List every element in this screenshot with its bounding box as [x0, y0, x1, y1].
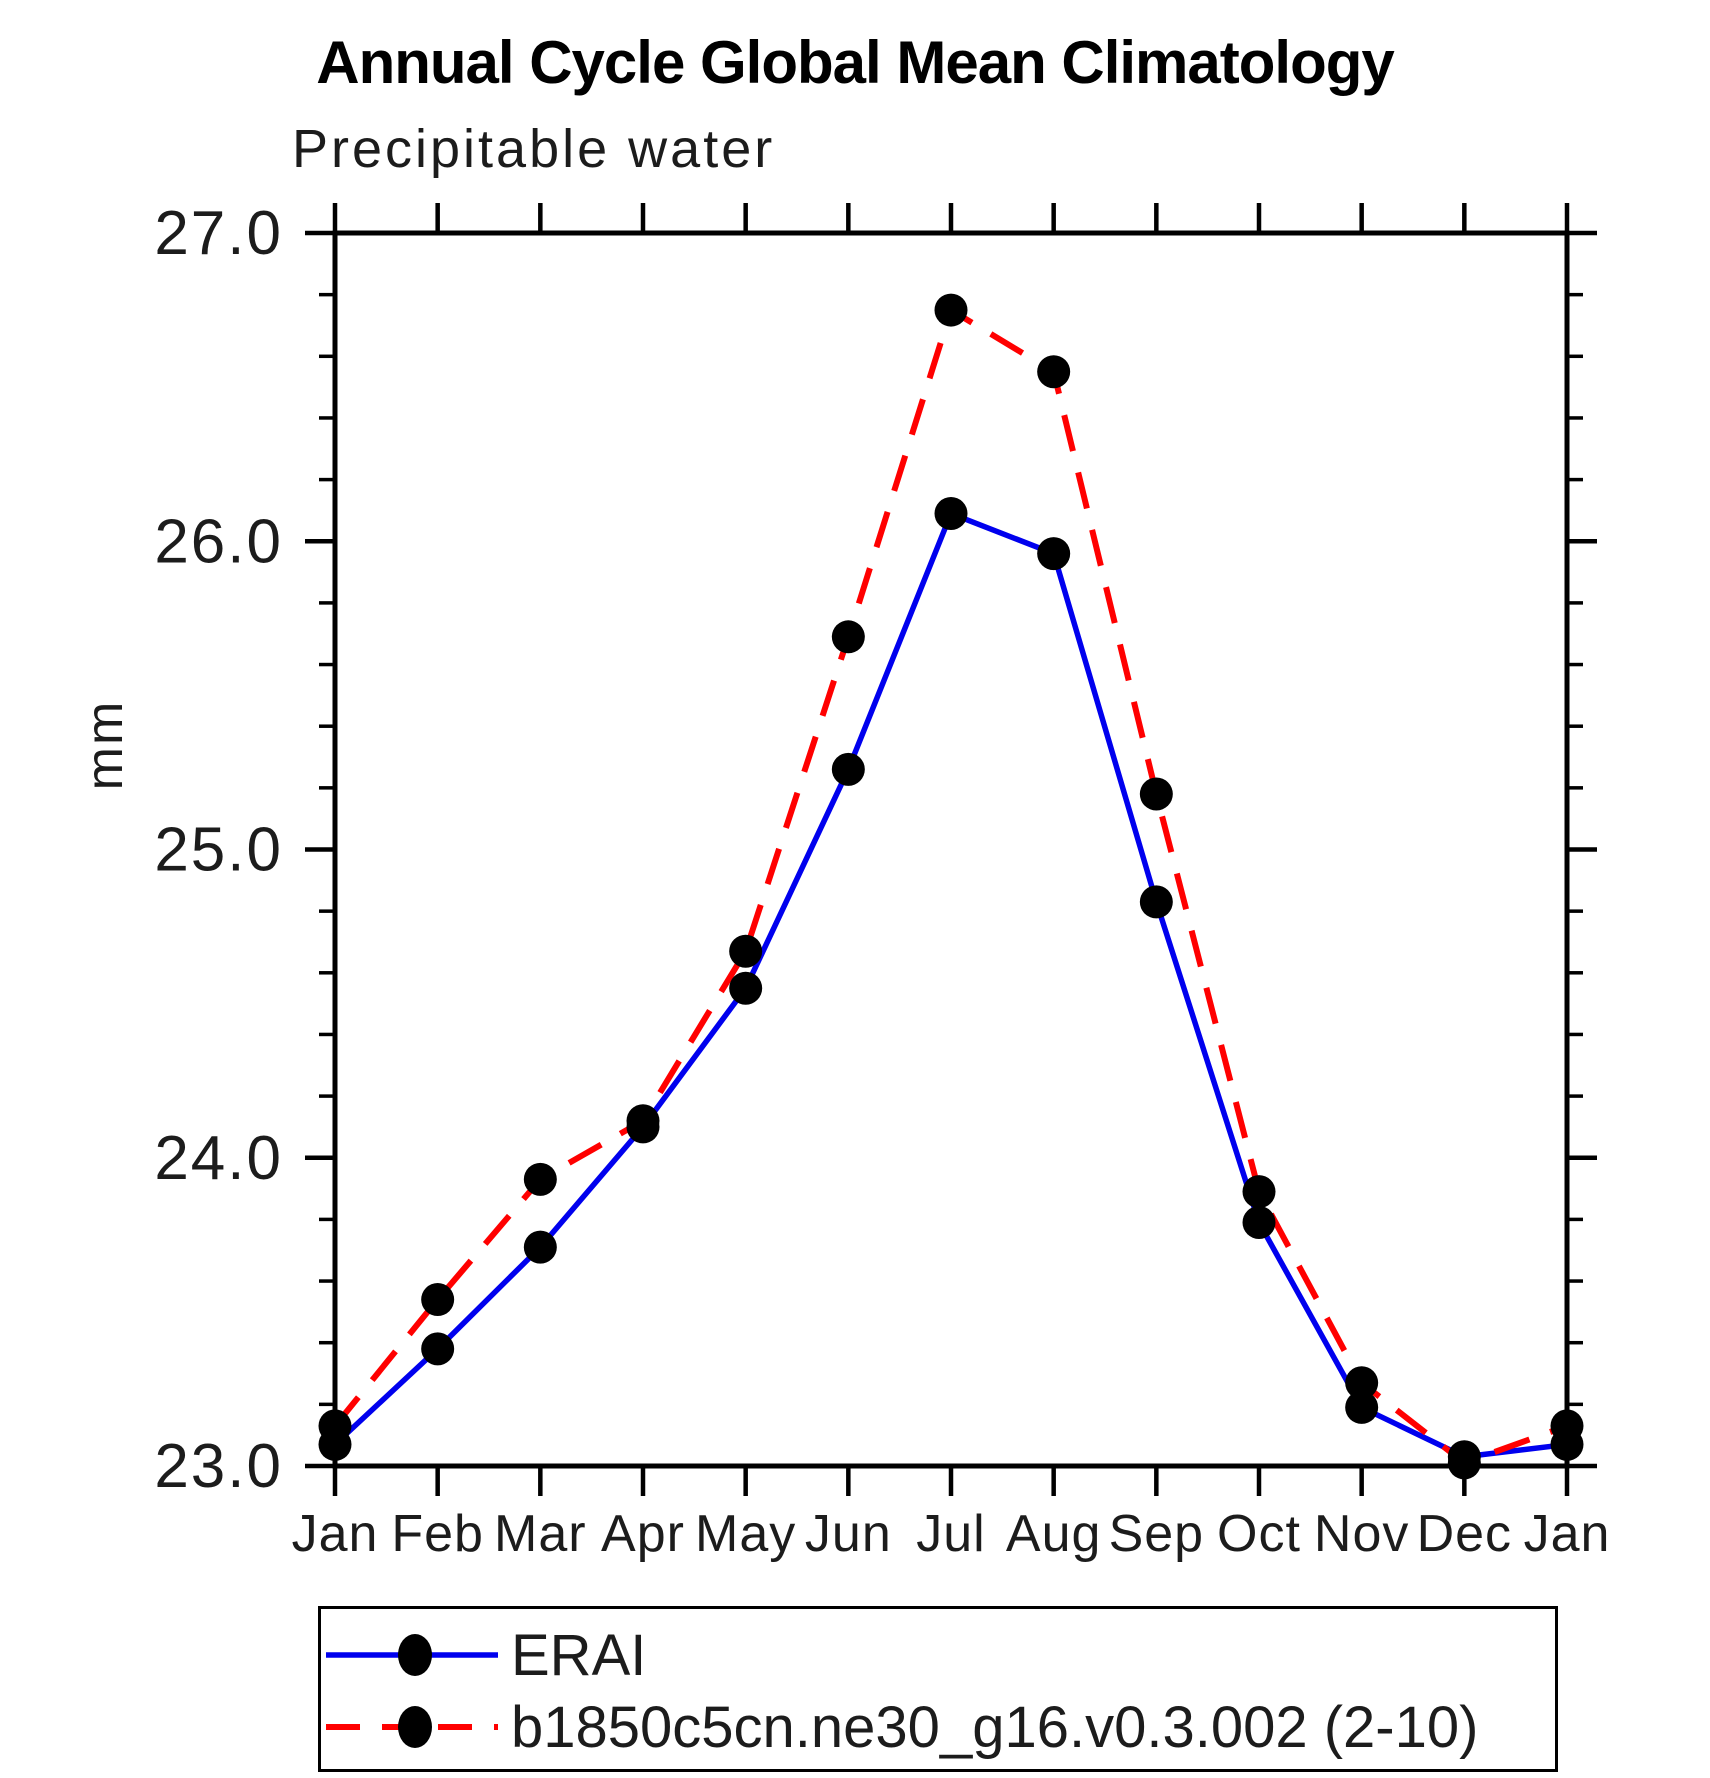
- x-tick-label: Feb: [391, 1505, 484, 1563]
- x-axis: Jan Feb Mar Apr May Jun Jul Aug Sep Oct Nov Dec Jan: [292, 203, 1611, 1563]
- y-tick-label: 26.0: [154, 507, 283, 576]
- data-point-marker: [729, 971, 763, 1005]
- legend-label-model: b1850c5cn.ne30_g16.v0.3.002 (2-10): [511, 1694, 1479, 1760]
- legend-row-erai: ERAI: [321, 1619, 1555, 1691]
- data-point-marker: [729, 934, 763, 968]
- data-point-marker: [1139, 885, 1173, 919]
- x-tick-label: Jun: [805, 1505, 892, 1563]
- x-tick-label: Aug: [1006, 1505, 1102, 1563]
- x-tick-label: Sep: [1109, 1505, 1205, 1563]
- x-tick-label: Oct: [1217, 1505, 1301, 1563]
- data-point-marker: [1037, 355, 1071, 389]
- chart-title: Annual Cycle Global Mean Climatology: [316, 29, 1395, 96]
- data-point-marker: [421, 1332, 455, 1366]
- legend-marker-dot: [398, 1706, 432, 1748]
- y-tick-label: 24.0: [154, 1124, 283, 1193]
- data-point-marker: [523, 1230, 557, 1264]
- data-point-marker: [523, 1162, 557, 1196]
- x-tick-label: May: [695, 1505, 796, 1563]
- data-point-marker: [934, 293, 968, 327]
- data-point-marker: [831, 752, 865, 786]
- plot-frame: [332, 230, 1570, 1469]
- data-point-marker: [421, 1283, 455, 1317]
- data-point-marker: [318, 1409, 352, 1443]
- x-tick-label: Apr: [601, 1505, 685, 1563]
- y-axis: 23.0 24.0 25.0 26.0 27.0: [154, 199, 1597, 1501]
- chart-subtitle: Precipitable water: [292, 119, 776, 179]
- data-point-marker: [626, 1104, 660, 1138]
- x-tick-label: Dec: [1417, 1505, 1512, 1563]
- y-tick-label: 25.0: [154, 816, 283, 885]
- data-point-marker: [934, 497, 968, 531]
- x-tick-label: Jan: [292, 1505, 379, 1563]
- x-tick-label: Jan: [1524, 1505, 1611, 1563]
- data-point-marker: [1037, 537, 1071, 571]
- data-point-marker: [1447, 1446, 1481, 1480]
- data-point-marker: [831, 620, 865, 654]
- series-line-0: [333, 509, 1568, 1460]
- data-point-marker: [1242, 1205, 1276, 1239]
- series-markers-0: [318, 497, 1584, 1474]
- x-tick-label: Jul: [916, 1505, 985, 1563]
- data-point-marker: [1242, 1175, 1276, 1209]
- series-line-1: [332, 305, 1569, 1467]
- y-tick-label: 23.0: [154, 1432, 283, 1501]
- legend-row-model: b1850c5cn.ne30_g16.v0.3.002 (2-10): [321, 1691, 1555, 1763]
- legend-swatch-dashed-line: [326, 1706, 498, 1748]
- x-tick-label: Mar: [494, 1505, 587, 1563]
- data-point-marker: [1345, 1390, 1379, 1424]
- data-point-marker: [1139, 777, 1173, 811]
- y-tick-label: 27.0: [154, 199, 283, 268]
- legend-label-erai: ERAI: [511, 1622, 647, 1688]
- series-markers-1: [318, 293, 1584, 1480]
- data-point-marker: [1550, 1409, 1584, 1443]
- data-point-marker: [1345, 1366, 1379, 1400]
- legend-box: ERAI b1850c5cn.ne30_g16.v0.3.002 (2-10): [318, 1606, 1558, 1772]
- legend-swatch-solid-line: [326, 1634, 498, 1676]
- x-tick-label: Nov: [1314, 1505, 1409, 1563]
- legend-marker-dot: [398, 1634, 432, 1676]
